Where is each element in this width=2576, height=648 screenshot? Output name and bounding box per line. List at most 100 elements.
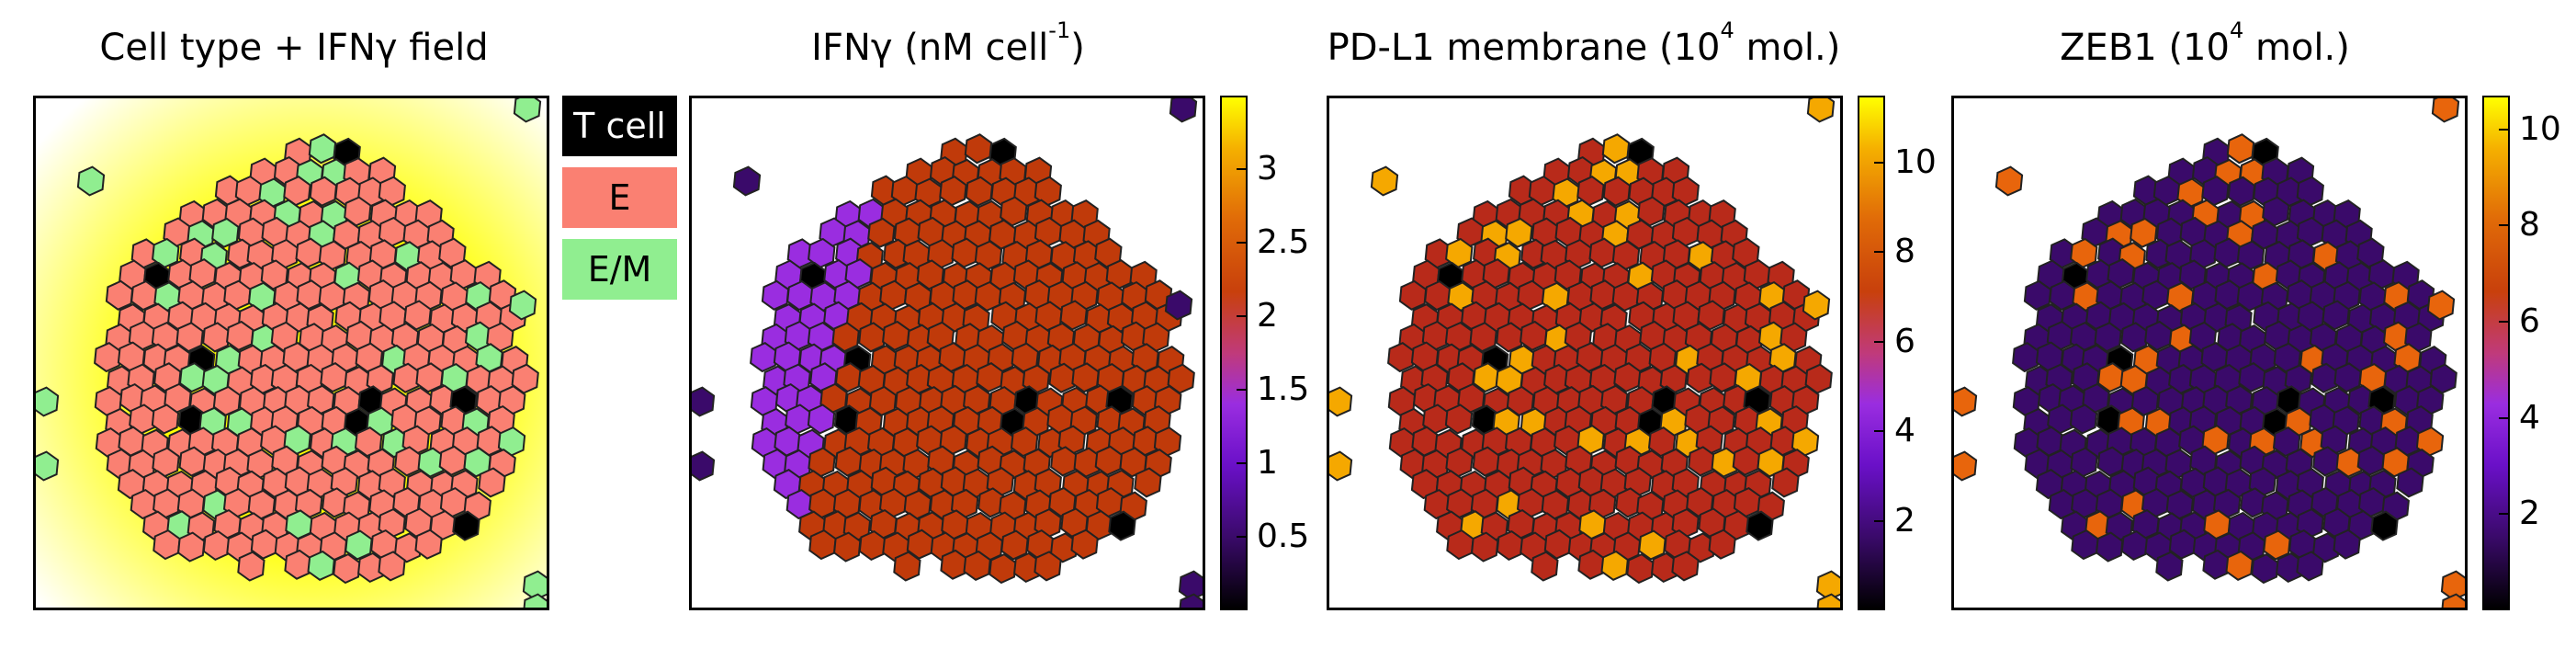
- cell-type-panel: [33, 96, 549, 610]
- stray-ifn-cell: [732, 165, 762, 197]
- pdl1-cell: [1671, 551, 1700, 582]
- zeb1-colorbar: [2482, 96, 2510, 610]
- colorbar-tick-mark: [1237, 536, 1246, 538]
- colorbar-tick-label: 2: [1894, 501, 1915, 540]
- stray-ifn-cell: [1169, 98, 1198, 123]
- stray-ifn-cell: [1179, 593, 1203, 608]
- colorbar-tick-mark: [1237, 389, 1246, 391]
- panel-3-title: PD-L1 membrane (104 mol.): [1327, 17, 1841, 75]
- colorbar-tick-mark: [1237, 242, 1246, 244]
- stray-pdl1-cell: [1370, 165, 1399, 197]
- stray-zeb1-cell: [2426, 290, 2456, 321]
- ifn-plot: [692, 98, 1203, 608]
- epithelial-cell: [175, 322, 204, 353]
- ifn-cell: [867, 217, 896, 248]
- colorbar-tick-label: 8: [1894, 233, 1915, 271]
- colorbar-tick-label: 10: [1894, 143, 1937, 182]
- colorbar-tick-mark: [1874, 340, 1883, 343]
- colorbar-tick-label: 10: [2519, 109, 2561, 148]
- colorbar-tick-mark: [2499, 416, 2508, 419]
- epithelial-cell: [414, 529, 443, 560]
- panel-3-title-main: PD-L1 membrane (10: [1327, 27, 1721, 69]
- colorbar-tick-mark: [2499, 128, 2508, 131]
- zeb1-panel: [1951, 96, 2468, 610]
- ifn-cell: [1134, 467, 1162, 498]
- colorbar-tick-label: 4: [1894, 412, 1915, 450]
- colorbar-tick-label: 2.5: [1257, 223, 1310, 261]
- epithelial-cell: [438, 237, 467, 268]
- epithelial-cell: [226, 320, 254, 351]
- panel-4-title-end: mol.): [2243, 27, 2350, 69]
- legend-t-cell: T cell: [562, 96, 677, 156]
- pdl1-cell: [1746, 510, 1774, 541]
- colorbar-tick-label: 2: [2519, 495, 2540, 533]
- panel-4-title-sup: 4: [2229, 17, 2244, 43]
- stray-pdl1-cell: [1802, 290, 1831, 321]
- panel-3-title-sup: 4: [1720, 17, 1734, 43]
- zeb1-cell: [2155, 551, 2184, 582]
- stray-ifn-cell: [1164, 290, 1193, 321]
- stray-em-cell: [76, 165, 106, 197]
- zeb1-cell: [2296, 551, 2324, 582]
- em-cell: [307, 550, 335, 581]
- pdl1-panel: [1327, 96, 1843, 610]
- em-cell: [211, 217, 240, 248]
- pdl1-cell: [1600, 550, 1629, 581]
- colorbar-tick-label: 1: [1257, 444, 1278, 482]
- zeb1-cell: [2225, 550, 2254, 581]
- stray-zeb1-cell: [1994, 165, 2024, 197]
- colorbar-tick-mark: [1874, 519, 1883, 522]
- stray-em-cell: [36, 386, 60, 417]
- panel-4-title-main: ZEB1 (10: [2060, 27, 2230, 69]
- panel-2-title-main: IFNγ (nM cell: [811, 27, 1049, 69]
- stray-ifn-cell: [692, 450, 716, 482]
- pdl1-cell: [1531, 551, 1559, 582]
- colorbar-tick-mark: [2499, 320, 2508, 323]
- epithelial-cell: [237, 551, 266, 582]
- stray-zeb1-cell: [1954, 450, 1978, 482]
- zeb1-cell: [2130, 217, 2158, 248]
- zeb1-cell: [2370, 510, 2399, 541]
- ifn-panel: [689, 96, 1205, 610]
- ifn-cell: [882, 320, 910, 351]
- panel-2-title-end: ): [1070, 27, 1085, 69]
- cell-type-plot: [36, 98, 547, 608]
- t-cell: [452, 510, 480, 541]
- ifn-cell: [1070, 529, 1099, 560]
- stray-em-cell: [36, 450, 60, 482]
- colorbar-tick-label: 6: [1894, 322, 1915, 360]
- colorbar-tick-mark: [1237, 168, 1246, 170]
- pdl1-cell: [1771, 467, 1800, 498]
- zeb1-cell: [2094, 322, 2122, 353]
- colorbar-tick-label: 6: [2519, 301, 2540, 340]
- ifn-cell: [831, 322, 860, 353]
- stray-pdl1-cell: [1329, 450, 1353, 482]
- panel-2-title-sup: -1: [1048, 17, 1071, 43]
- zeb1-cell: [2333, 529, 2361, 560]
- colorbar-tick-label: 4: [2519, 398, 2540, 437]
- pdl1-cell: [1505, 217, 1533, 248]
- em-cell: [308, 133, 337, 165]
- zeb1-plot: [1954, 98, 2465, 608]
- panel-4-title: ZEB1 (104 mol.): [1948, 17, 2462, 75]
- zeb1-cell: [2396, 467, 2424, 498]
- panel-1-title: Cell type + IFNγ field: [99, 27, 489, 69]
- ifn-cell: [1108, 510, 1136, 541]
- pdl1-cell: [1732, 237, 1760, 268]
- ifn-colorbar: [1220, 96, 1248, 610]
- legend-e-m: E/M: [562, 239, 677, 300]
- colorbar-tick-mark: [1874, 162, 1883, 165]
- zeb1-cell: [2144, 320, 2173, 351]
- stray-pdl1-cell: [1329, 386, 1353, 417]
- pdl1-cell: [1708, 529, 1736, 560]
- colorbar-tick-mark: [1237, 462, 1246, 464]
- zeb1-cell: [2226, 133, 2255, 165]
- epithelial-cell: [151, 404, 180, 435]
- zeb1-cell: [2069, 404, 2098, 435]
- stray-zeb1-cell: [2441, 593, 2465, 608]
- colorbar-tick-label: 0.5: [1257, 517, 1310, 555]
- ifn-cell: [1034, 551, 1062, 582]
- ifn-cell: [893, 551, 921, 582]
- colorbar-tick-label: 1.5: [1257, 370, 1310, 408]
- stray-zeb1-cell: [1954, 386, 1978, 417]
